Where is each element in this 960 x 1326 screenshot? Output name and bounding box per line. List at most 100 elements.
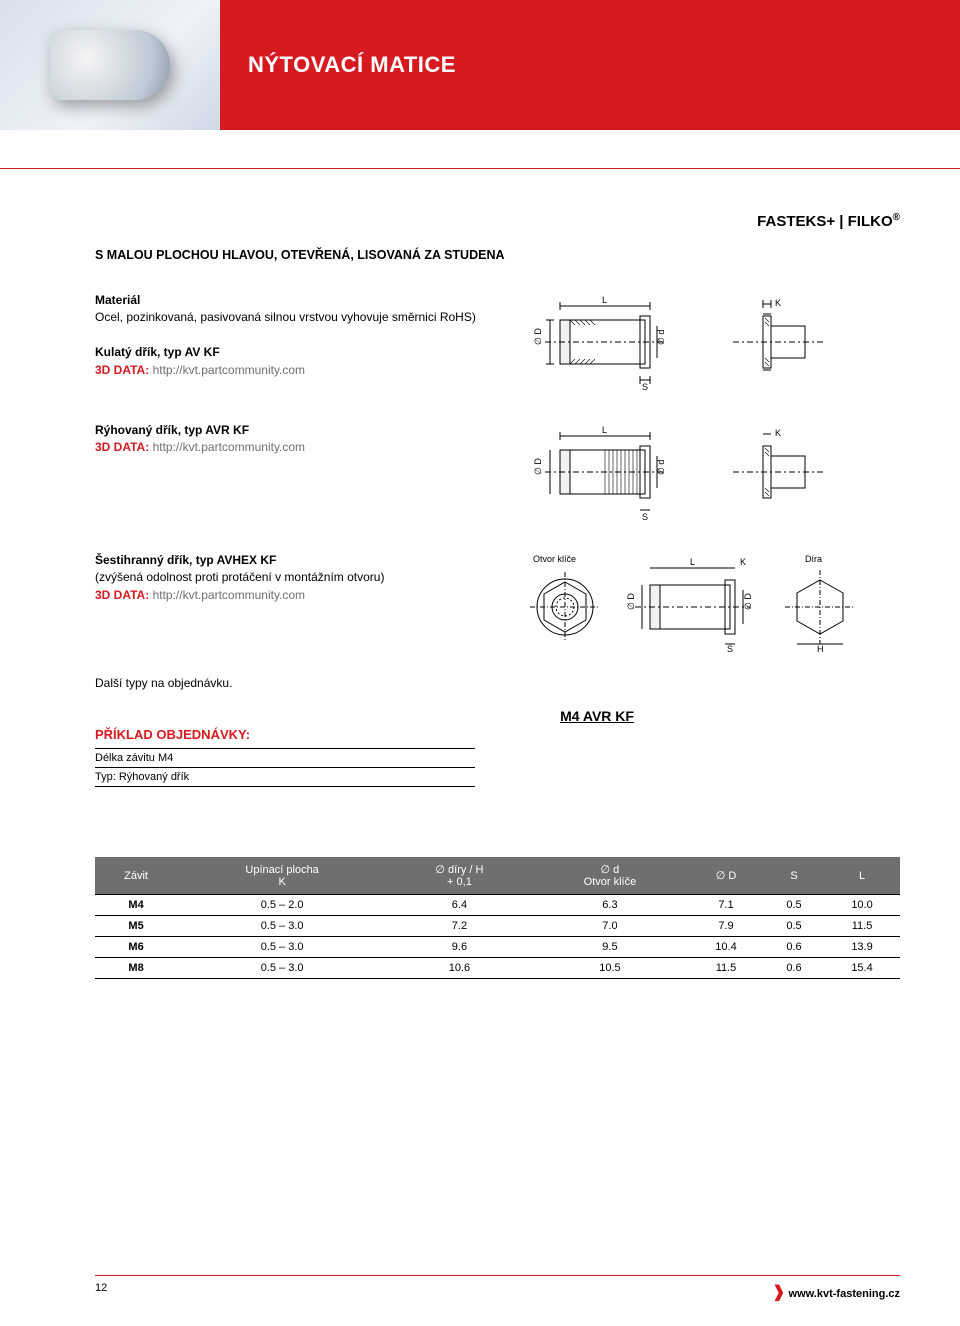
svg-text:∅ D: ∅ D bbox=[626, 593, 636, 610]
table-row: M50.5 – 3.07.27.07.90.511.5 bbox=[95, 916, 900, 937]
th-4: ∅ D bbox=[688, 857, 764, 895]
section-type2: Rýhovaný dřík, typ AVR KF 3D DATA: http:… bbox=[95, 422, 900, 522]
svg-text:S: S bbox=[727, 644, 733, 652]
table-cell: 11.5 bbox=[824, 916, 900, 937]
table-cell: M4 bbox=[95, 895, 177, 916]
table-cell: M6 bbox=[95, 937, 177, 958]
diagram-side-2: L ∅ D ∅ d S bbox=[525, 422, 675, 522]
table-cell: M5 bbox=[95, 916, 177, 937]
main-content: FASTEKS+ | FILKO® S MALOU PLOCHOU HLAVOU… bbox=[0, 180, 960, 979]
text-block-3: Šestihranný dřík, typ AVHEX KF (zvýšená … bbox=[95, 552, 525, 652]
svg-text:L: L bbox=[690, 557, 695, 567]
th-0: Závit bbox=[95, 857, 177, 895]
svg-text:Otvor klíče: Otvor klíče bbox=[533, 554, 576, 564]
order-box: Délka závitu M4 Typ: Rýhovaný dřík bbox=[95, 748, 475, 787]
svg-text:K: K bbox=[740, 557, 746, 567]
svg-text:L: L bbox=[602, 295, 607, 305]
svg-text:∅ D: ∅ D bbox=[743, 593, 753, 610]
text-block-1: Materiál Ocel, pozinkovaná, pasivovaná s… bbox=[95, 292, 525, 392]
link-label-3: 3D DATA: bbox=[95, 588, 149, 602]
order-title: PŘÍKLAD OBJEDNÁVKY: bbox=[95, 727, 250, 742]
th-6: L bbox=[824, 857, 900, 895]
spec-table: Závit Upínací plochaK ∅ díry / H+ 0,1 ∅ … bbox=[95, 857, 900, 979]
text-block-2: Rýhovaný dřík, typ AVR KF 3D DATA: http:… bbox=[95, 422, 525, 522]
table-cell: 7.9 bbox=[688, 916, 764, 937]
type3-note: (zvýšená odolnost proti protáčení v mont… bbox=[95, 570, 384, 584]
footer-url-text: www.kvt-fastening.cz bbox=[789, 1288, 900, 1300]
type3-3d-link[interactable]: 3D DATA: http://kvt.partcommunity.com bbox=[95, 588, 305, 602]
link-url-3: http://kvt.partcommunity.com bbox=[153, 588, 306, 602]
table-row: M40.5 – 2.06.46.37.10.510.0 bbox=[95, 895, 900, 916]
type3-label: Šestihranný dřík, typ AVHEX KF bbox=[95, 553, 276, 567]
table-cell: 7.0 bbox=[532, 916, 688, 937]
product-photo bbox=[0, 0, 220, 130]
table-cell: 10.0 bbox=[824, 895, 900, 916]
svg-text:K: K bbox=[775, 298, 781, 308]
link-url-1: http://kvt.partcommunity.com bbox=[153, 363, 306, 377]
header-strip: NÝTOVACÍ MATICE bbox=[0, 0, 960, 180]
svg-text:∅ d: ∅ d bbox=[656, 330, 666, 345]
table-row: M60.5 – 3.09.69.510.40.613.9 bbox=[95, 937, 900, 958]
extra-note: Další typy na objednávku. bbox=[95, 676, 900, 690]
svg-text:∅ D: ∅ D bbox=[533, 328, 543, 345]
order-row-1: Délka závitu M4 bbox=[95, 749, 475, 768]
subheadline: S MALOU PLOCHOU HLAVOU, OTEVŘENÁ, LISOVA… bbox=[95, 248, 900, 262]
table-cell: 0.5 – 2.0 bbox=[177, 895, 387, 916]
table-cell: 15.4 bbox=[824, 958, 900, 979]
diagram-head-1: K bbox=[723, 292, 833, 392]
table-head: Závit Upínací plochaK ∅ díry / H+ 0,1 ∅ … bbox=[95, 857, 900, 895]
th-2: ∅ díry / H+ 0,1 bbox=[387, 857, 532, 895]
type2-label: Rýhovaný dřík, typ AVR KF bbox=[95, 423, 249, 437]
diagram-area-1: L ∅ D ∅ d S K bbox=[525, 292, 833, 392]
page-title: NÝTOVACÍ MATICE bbox=[248, 52, 456, 78]
table-cell: 9.5 bbox=[532, 937, 688, 958]
svg-text:S: S bbox=[642, 382, 648, 392]
brand-reg: ® bbox=[893, 212, 900, 223]
table-body: M40.5 – 2.06.46.37.10.510.0M50.5 – 3.07.… bbox=[95, 895, 900, 979]
svg-text:∅ D: ∅ D bbox=[533, 458, 543, 475]
svg-text:S: S bbox=[642, 512, 648, 522]
diagram-area-2: L ∅ D ∅ d S K bbox=[525, 422, 833, 522]
link-label-2: 3D DATA: bbox=[95, 440, 149, 454]
section-material-type1: Materiál Ocel, pozinkovaná, pasivovaná s… bbox=[95, 292, 900, 392]
section-type3: Šestihranný dřík, typ AVHEX KF (zvýšená … bbox=[95, 552, 900, 652]
diagram-head-2: K bbox=[723, 422, 833, 522]
table-cell: 0.5 – 3.0 bbox=[177, 937, 387, 958]
table-cell: 6.4 bbox=[387, 895, 532, 916]
table-cell: 0.6 bbox=[764, 958, 824, 979]
table-cell: 7.1 bbox=[688, 895, 764, 916]
th-3: ∅ dOtvor klíče bbox=[532, 857, 688, 895]
page-footer: 12 ❱ www.kvt-fastening.cz bbox=[95, 1275, 900, 1302]
brand-name: FASTEKS+ | FILKO® bbox=[95, 212, 900, 230]
type1-3d-link[interactable]: 3D DATA: http://kvt.partcommunity.com bbox=[95, 363, 305, 377]
table-cell: 6.3 bbox=[532, 895, 688, 916]
divider-line bbox=[0, 168, 960, 169]
type1-label: Kulatý dřík, typ AV KF bbox=[95, 345, 220, 359]
title-bar: NÝTOVACÍ MATICE bbox=[220, 0, 960, 130]
table-cell: 11.5 bbox=[688, 958, 764, 979]
material-text: Ocel, pozinkovaná, pasivovaná silnou vrs… bbox=[95, 310, 476, 324]
table-cell: 10.6 bbox=[387, 958, 532, 979]
table-cell: 13.9 bbox=[824, 937, 900, 958]
table-cell: 0.5 bbox=[764, 895, 824, 916]
svg-text:K: K bbox=[775, 428, 781, 438]
svg-text:∅ d: ∅ d bbox=[656, 460, 666, 475]
diagram-side-1: L ∅ D ∅ d S bbox=[525, 292, 675, 392]
table-cell: 10.4 bbox=[688, 937, 764, 958]
type2-3d-link[interactable]: 3D DATA: http://kvt.partcommunity.com bbox=[95, 440, 305, 454]
order-example: PŘÍKLAD OBJEDNÁVKY: M4 AVR KF Délka závi… bbox=[95, 726, 900, 787]
th-1: Upínací plochaK bbox=[177, 857, 387, 895]
order-row-2: Typ: Rýhovaný dřík bbox=[95, 768, 475, 786]
diagram-hex-hole: Díra H bbox=[775, 552, 865, 652]
th-5: S bbox=[764, 857, 824, 895]
diagram-side-3: L ∅ D ∅ D K S bbox=[625, 552, 755, 652]
table-cell: 7.2 bbox=[387, 916, 532, 937]
svg-text:H: H bbox=[817, 644, 824, 652]
table-cell: 0.6 bbox=[764, 937, 824, 958]
table-cell: M8 bbox=[95, 958, 177, 979]
brand-text: FASTEKS+ | FILKO bbox=[757, 213, 892, 230]
diagram-area-3: Otvor klíče L ∅ D ∅ D K bbox=[525, 552, 865, 652]
rivet-nut-illustration bbox=[50, 30, 170, 100]
footer-url[interactable]: ❱ www.kvt-fastening.cz bbox=[772, 1282, 900, 1302]
page-number: 12 bbox=[95, 1282, 107, 1302]
